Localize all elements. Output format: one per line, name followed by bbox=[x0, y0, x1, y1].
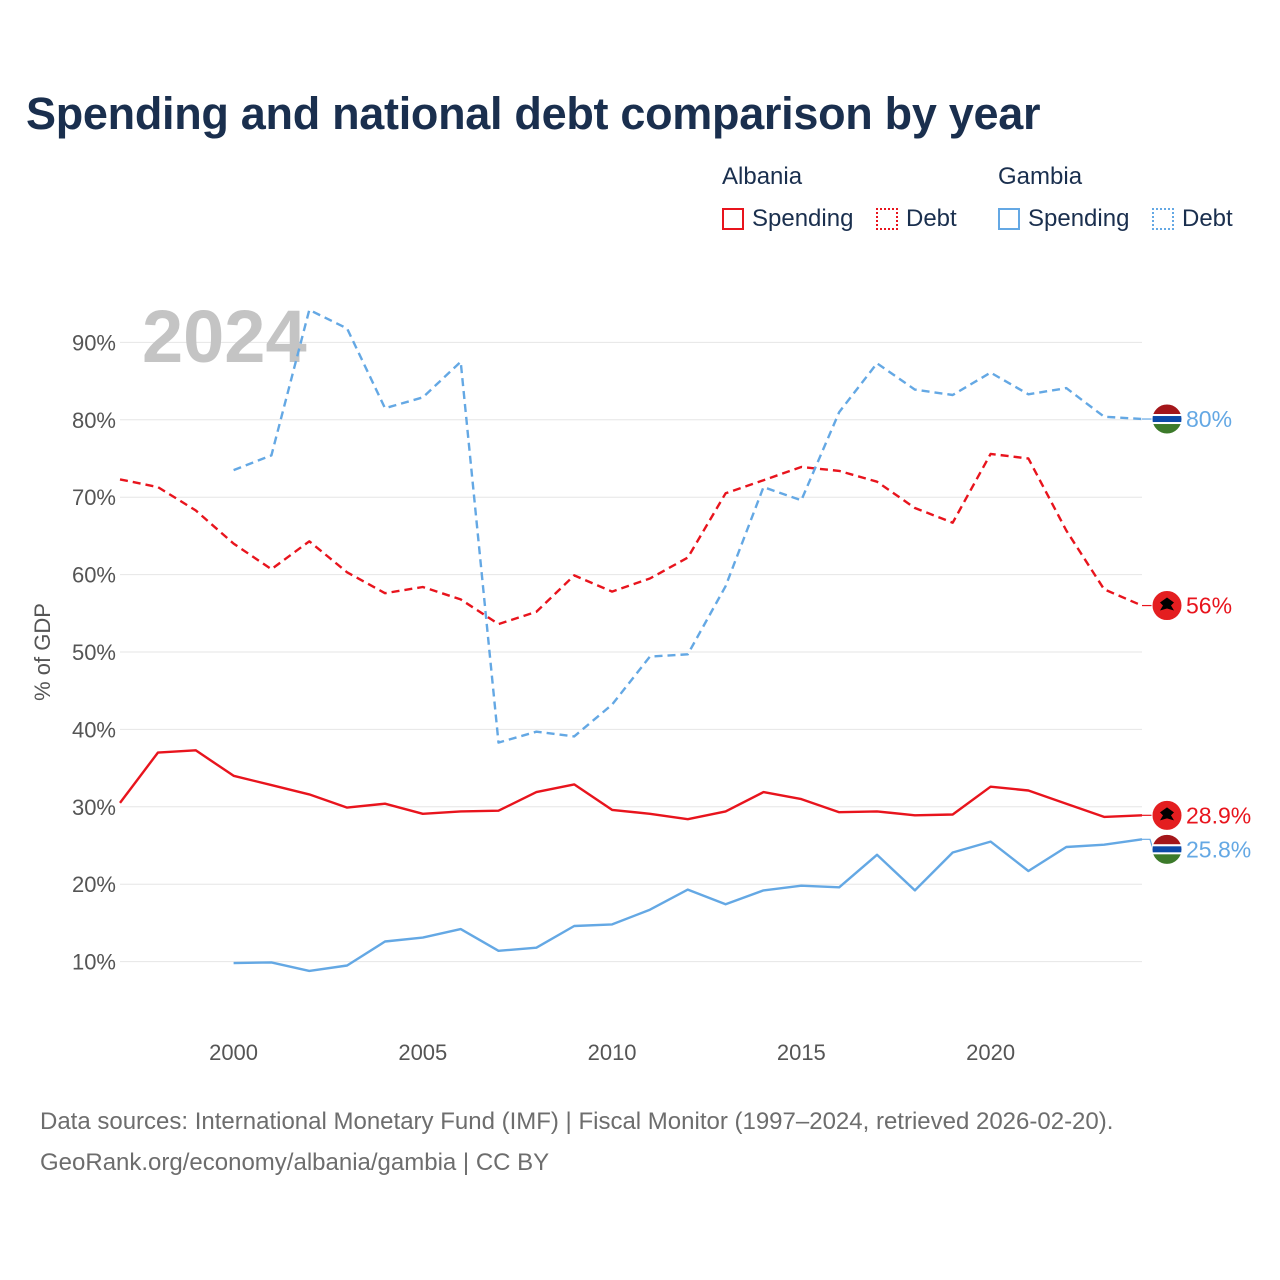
legend-label: Spending bbox=[752, 205, 854, 232]
legend-gambia-spending[interactable]: Spending bbox=[998, 205, 1129, 233]
end-value-label: 80% bbox=[1186, 406, 1232, 432]
legend-label: Spending bbox=[1028, 205, 1130, 232]
legend-albania-heading: Albania bbox=[722, 163, 803, 190]
y-tick-label: 90% bbox=[72, 330, 116, 355]
series-lines bbox=[119, 308, 1143, 973]
y-axis-label: % of GDP bbox=[30, 603, 55, 701]
legend-gambia-debt[interactable]: Debt bbox=[1152, 205, 1233, 233]
x-tick-label: 2005 bbox=[398, 1040, 447, 1065]
y-tick-label: 30% bbox=[72, 795, 116, 820]
albania-flag-icon bbox=[1151, 590, 1183, 622]
gambia-flag-icon bbox=[1151, 403, 1183, 435]
chart-title: Spending and national debt comparison by… bbox=[26, 88, 1041, 139]
footer-link[interactable]: GeoRank.org/economy/albania/gambia | CC … bbox=[40, 1149, 550, 1176]
end-connector bbox=[1142, 838, 1154, 850]
legend-albania-spending[interactable]: Spending bbox=[722, 205, 853, 233]
x-axis-ticks: 2000 2005 2010 2015 2020 bbox=[209, 1040, 1015, 1065]
end-value-label: 25.8% bbox=[1186, 836, 1251, 862]
y-tick-label: 60% bbox=[72, 563, 116, 588]
y-tick-label: 20% bbox=[72, 872, 116, 897]
gambia-flag-icon bbox=[1151, 833, 1183, 865]
legend-swatch-albania-debt bbox=[876, 208, 898, 230]
legend-swatch-albania-spending bbox=[722, 208, 744, 230]
series-line-albania-spending[interactable] bbox=[119, 749, 1143, 821]
x-tick-label: 2020 bbox=[966, 1040, 1015, 1065]
series-line-albania-debt[interactable] bbox=[119, 452, 1143, 626]
x-tick-label: 2015 bbox=[777, 1040, 826, 1065]
y-tick-label: 10% bbox=[72, 950, 116, 975]
line-chart: 2024 10%20%30%40%50%60%70%80%90% 2000 200… bbox=[30, 295, 1251, 1065]
y-tick-label: 70% bbox=[72, 485, 116, 510]
series-line-gambia-debt[interactable] bbox=[233, 308, 1143, 744]
albania-flag-icon bbox=[1151, 799, 1183, 831]
legend-albania-debt[interactable]: Debt bbox=[876, 205, 957, 233]
series-line-gambia-spending[interactable] bbox=[233, 838, 1143, 973]
legend-gambia-heading: Gambia bbox=[998, 163, 1083, 190]
y-tick-label: 80% bbox=[72, 408, 116, 433]
legend-label: Debt bbox=[906, 205, 957, 232]
y-tick-label: 50% bbox=[72, 640, 116, 665]
gridlines bbox=[120, 341, 1142, 963]
x-tick-label: 2010 bbox=[588, 1040, 637, 1065]
y-axis-ticks: 10% 20% 30% 40% 50% 60% 70% 80% 90% bbox=[72, 330, 116, 974]
end-value-label: 28.9% bbox=[1186, 802, 1251, 828]
legend-swatch-gambia-spending bbox=[998, 208, 1020, 230]
y-tick-label: 40% bbox=[72, 717, 116, 742]
x-tick-label: 2000 bbox=[209, 1040, 258, 1065]
legend-label: Debt bbox=[1182, 205, 1233, 232]
end-value-label: 56% bbox=[1186, 593, 1232, 619]
footer-sources: Data sources: International Monetary Fun… bbox=[40, 1108, 1114, 1135]
end-markers: 28.9% 56% 25.8% 80% bbox=[1142, 403, 1251, 865]
legend-swatch-gambia-debt bbox=[1152, 208, 1174, 230]
year-watermark: 2024 bbox=[142, 295, 307, 378]
